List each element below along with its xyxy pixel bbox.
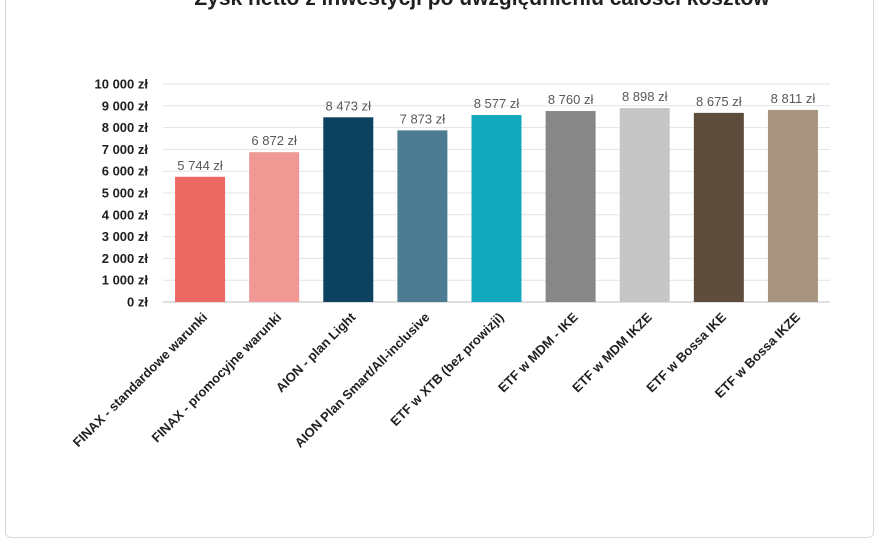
bar (175, 176, 226, 302)
data-label: 8 577 zł (474, 96, 520, 111)
category-label: ETF w MDM IKZE (569, 309, 655, 395)
bar (619, 108, 670, 303)
y-tick-label: 1 000 zł (102, 273, 149, 288)
y-tick-label: 2 000 zł (102, 251, 149, 266)
data-label: 5 744 zł (177, 158, 223, 173)
bar (471, 115, 522, 303)
bar (545, 111, 596, 302)
data-label: 8 675 zł (696, 94, 742, 109)
bar (249, 152, 300, 302)
category-label: FINAX - promocyjne warunki (149, 310, 285, 446)
data-label: 8 760 zł (548, 92, 594, 107)
y-tick-label: 3 000 zł (102, 229, 149, 244)
bar (323, 117, 374, 302)
y-tick-label: 5 000 zł (102, 186, 149, 201)
data-label: 6 872 zł (251, 133, 297, 148)
y-tick-label: 7 000 zł (102, 142, 149, 157)
y-tick-label: 10 000 zł (95, 77, 149, 92)
category-label: ETF w MDM - IKE (495, 309, 581, 395)
category-label: FINAX - standardowe warunki (70, 310, 210, 450)
category-label: ETF w Bossa IKE (643, 309, 729, 395)
y-tick-label: 6 000 zł (102, 164, 149, 179)
category-label: AION - plan Light (273, 309, 359, 395)
y-tick-label: 0 zł (127, 295, 148, 310)
chart-title: Zysk netto z inwestycji po uwzględnieniu… (0, 0, 880, 11)
data-label: 7 873 zł (400, 111, 446, 126)
data-label: 8 473 zł (326, 98, 372, 113)
y-tick-label: 4 000 zł (102, 207, 149, 222)
y-tick-label: 9 000 zł (102, 98, 149, 113)
bar (693, 112, 744, 302)
data-label: 8 898 zł (622, 89, 668, 104)
data-label: 8 811 zł (771, 91, 816, 106)
bar (397, 130, 448, 302)
bar (767, 109, 818, 302)
y-tick-label: 8 000 zł (102, 120, 149, 135)
category-label: AION Plan Smart/All-inclusive (292, 310, 433, 451)
